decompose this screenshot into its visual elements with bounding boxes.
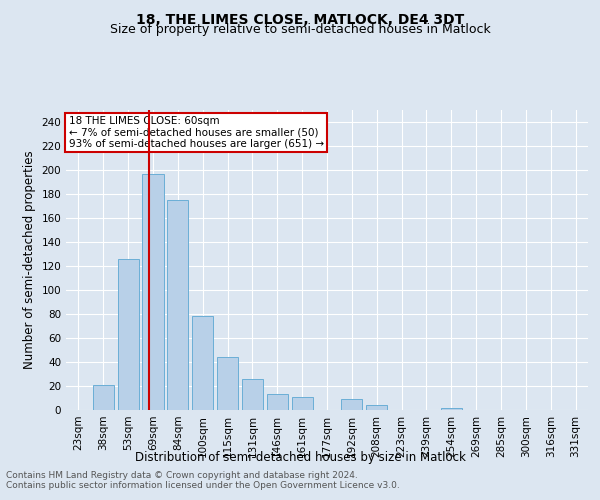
Text: 18, THE LIMES CLOSE, MATLOCK, DE4 3DT: 18, THE LIMES CLOSE, MATLOCK, DE4 3DT bbox=[136, 12, 464, 26]
Bar bbox=[167, 200, 188, 410]
Text: Distribution of semi-detached houses by size in Matlock: Distribution of semi-detached houses by … bbox=[134, 451, 466, 464]
Bar bbox=[93, 385, 114, 410]
Text: Contains public sector information licensed under the Open Government Licence v3: Contains public sector information licen… bbox=[6, 481, 400, 490]
Bar bbox=[267, 394, 288, 410]
Y-axis label: Number of semi-detached properties: Number of semi-detached properties bbox=[23, 150, 36, 370]
Bar bbox=[292, 397, 313, 410]
Bar bbox=[366, 405, 387, 410]
Bar bbox=[242, 379, 263, 410]
Bar bbox=[441, 408, 462, 410]
Bar bbox=[192, 316, 213, 410]
Text: Size of property relative to semi-detached houses in Matlock: Size of property relative to semi-detach… bbox=[110, 22, 490, 36]
Text: Contains HM Land Registry data © Crown copyright and database right 2024.: Contains HM Land Registry data © Crown c… bbox=[6, 471, 358, 480]
Bar bbox=[118, 259, 139, 410]
Bar bbox=[341, 399, 362, 410]
Bar bbox=[142, 174, 164, 410]
Text: 18 THE LIMES CLOSE: 60sqm
← 7% of semi-detached houses are smaller (50)
93% of s: 18 THE LIMES CLOSE: 60sqm ← 7% of semi-d… bbox=[68, 116, 324, 149]
Bar bbox=[217, 357, 238, 410]
